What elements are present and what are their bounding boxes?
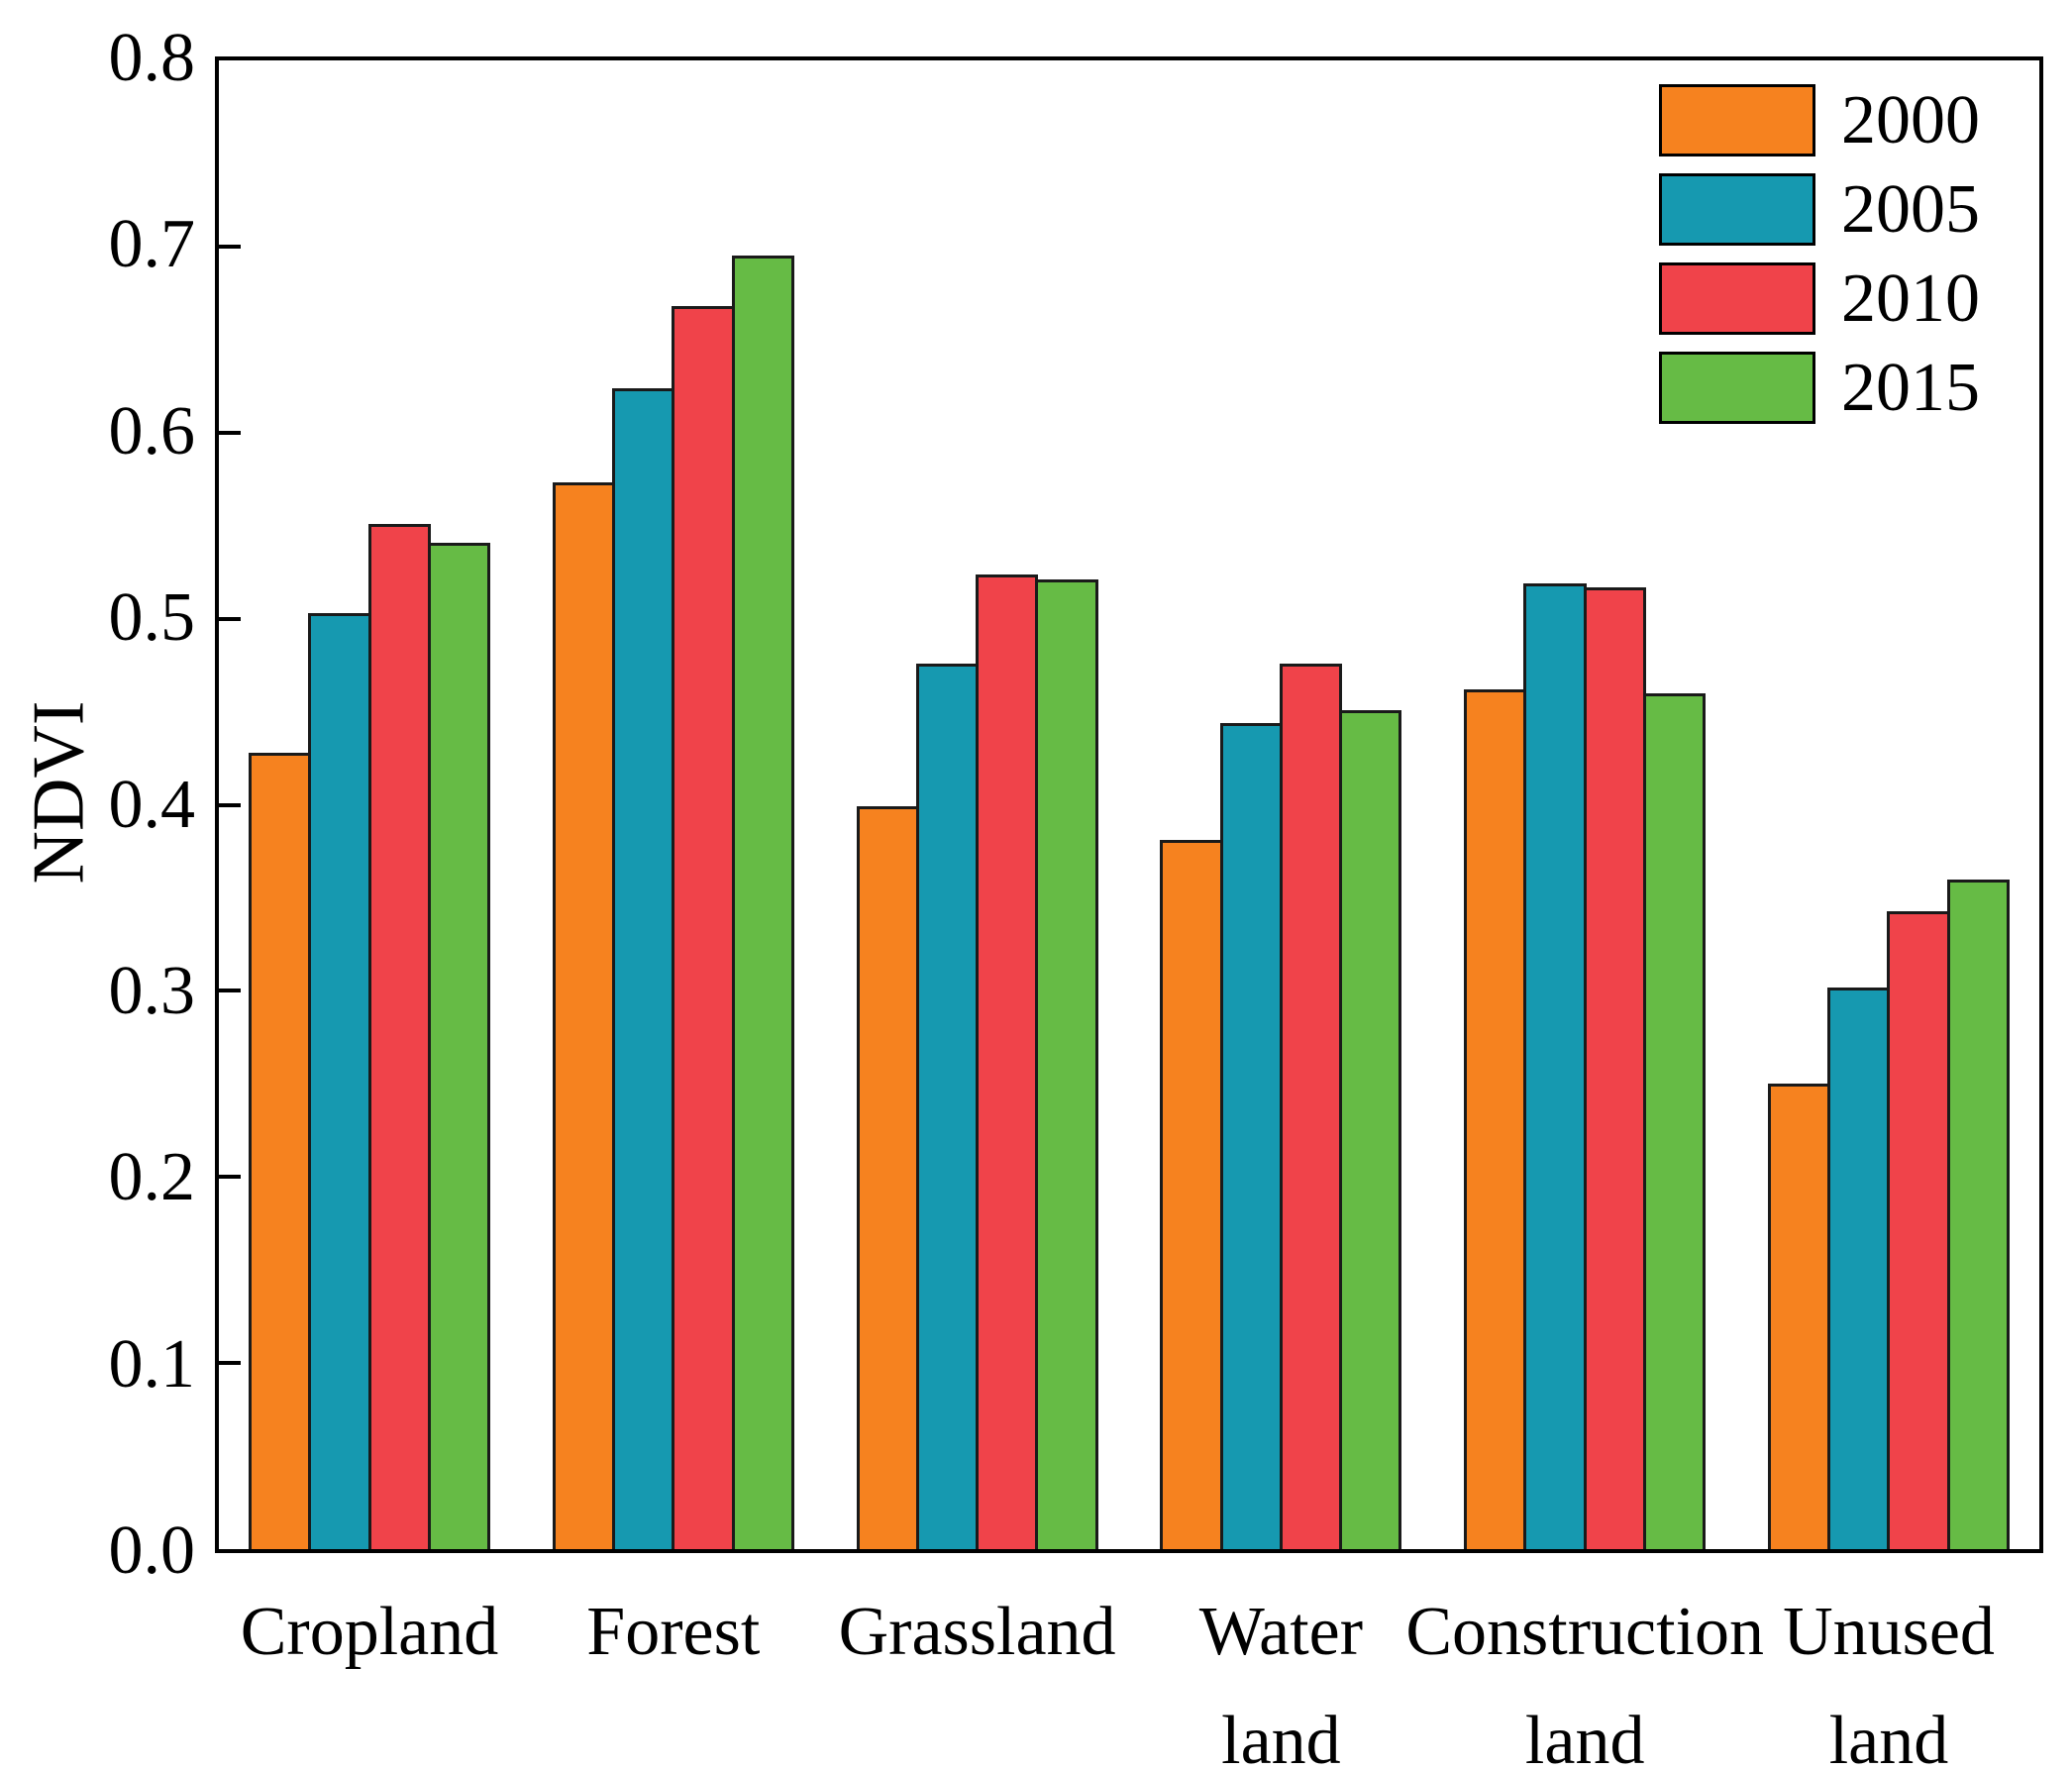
y-axis-tick [219, 244, 241, 249]
y-axis-tick-label: 0.6 [108, 392, 196, 469]
x-axis-label-line: land [1828, 1703, 1949, 1770]
bar-water-land-2015 [1339, 709, 1402, 1549]
y-axis-tick-label: 0.5 [108, 579, 196, 657]
bar-unused-land-2010 [1887, 910, 1950, 1549]
y-axis-tick-label: 0.1 [108, 1325, 196, 1403]
x-axis-label-line: Construction [1405, 1594, 1765, 1670]
bar-forest-2010 [672, 306, 735, 1549]
plot-area [215, 56, 2043, 1553]
x-axis-label-forest: Forest [416, 1578, 931, 1687]
bar-forest-2015 [731, 256, 794, 1549]
bar-grassland-2005 [915, 663, 980, 1549]
bar-group-construction-land [1464, 60, 1707, 1549]
bar-unused-land-2005 [1827, 987, 1891, 1549]
x-axis-label-construction-land: Construction land [1327, 1578, 1842, 1770]
bar-grassland-2000 [856, 806, 919, 1549]
x-axis-label-unused-land: Unused land [1631, 1578, 2072, 1770]
y-axis-tick [219, 1175, 241, 1180]
x-axis-label-line: Grassland [838, 1594, 1116, 1670]
y-axis-tick [219, 430, 241, 435]
bar-water-land-2005 [1219, 722, 1283, 1549]
y-axis-tick-label: 0.8 [108, 20, 196, 96]
x-axis-label-line: land [1221, 1703, 1341, 1770]
bar-forest-2000 [552, 482, 616, 1549]
bar-water-land-2010 [1279, 663, 1343, 1549]
x-axis-label-line: Cropland [240, 1594, 499, 1670]
bar-construction-land-2015 [1642, 692, 1707, 1549]
y-axis-tick-label: 0.7 [108, 206, 196, 283]
bar-group-cropland [249, 60, 490, 1549]
bar-construction-land-2005 [1523, 582, 1587, 1549]
x-axis-label-line: Forest [586, 1594, 761, 1670]
bar-cropland-2015 [427, 542, 490, 1549]
y-axis-tick [219, 616, 241, 621]
x-axis-label-line: land [1524, 1703, 1645, 1770]
bar-grassland-2010 [976, 573, 1039, 1549]
bar-group-unused-land [1767, 60, 2010, 1549]
bars-container [219, 60, 2039, 1549]
y-axis-tick-label: 0.0 [108, 1512, 196, 1589]
y-axis-tick [219, 989, 241, 993]
y-axis-tick-label: 0.2 [108, 1139, 196, 1216]
x-axis-label-line: Water [1198, 1594, 1364, 1670]
bar-group-forest [552, 60, 794, 1549]
x-axis-label-grassland: Grassland [720, 1578, 1235, 1687]
bar-forest-2005 [612, 387, 675, 1549]
bar-construction-land-2010 [1583, 586, 1646, 1549]
y-axis-tick [219, 802, 241, 807]
bar-construction-land-2000 [1464, 689, 1527, 1549]
bar-group-water-land [1160, 60, 1402, 1549]
bar-grassland-2015 [1035, 579, 1098, 1549]
bar-cropland-2010 [367, 523, 431, 1549]
y-axis-tick [219, 1361, 241, 1366]
bar-water-land-2000 [1160, 840, 1223, 1549]
x-axis-label-water-land: Water land [1023, 1578, 1538, 1770]
y-axis-tick-label: 0.3 [108, 952, 196, 1029]
bar-unused-land-2015 [1946, 879, 2010, 1549]
x-axis-label-cropland: Cropland [112, 1578, 627, 1687]
bar-group-grassland [856, 60, 1098, 1549]
x-axis-label-line: Unused [1783, 1594, 1995, 1670]
bar-cropland-2005 [308, 613, 371, 1549]
bar-cropland-2000 [249, 752, 312, 1549]
bar-unused-land-2000 [1767, 1084, 1831, 1549]
y-axis-title: NDVI [18, 700, 100, 885]
